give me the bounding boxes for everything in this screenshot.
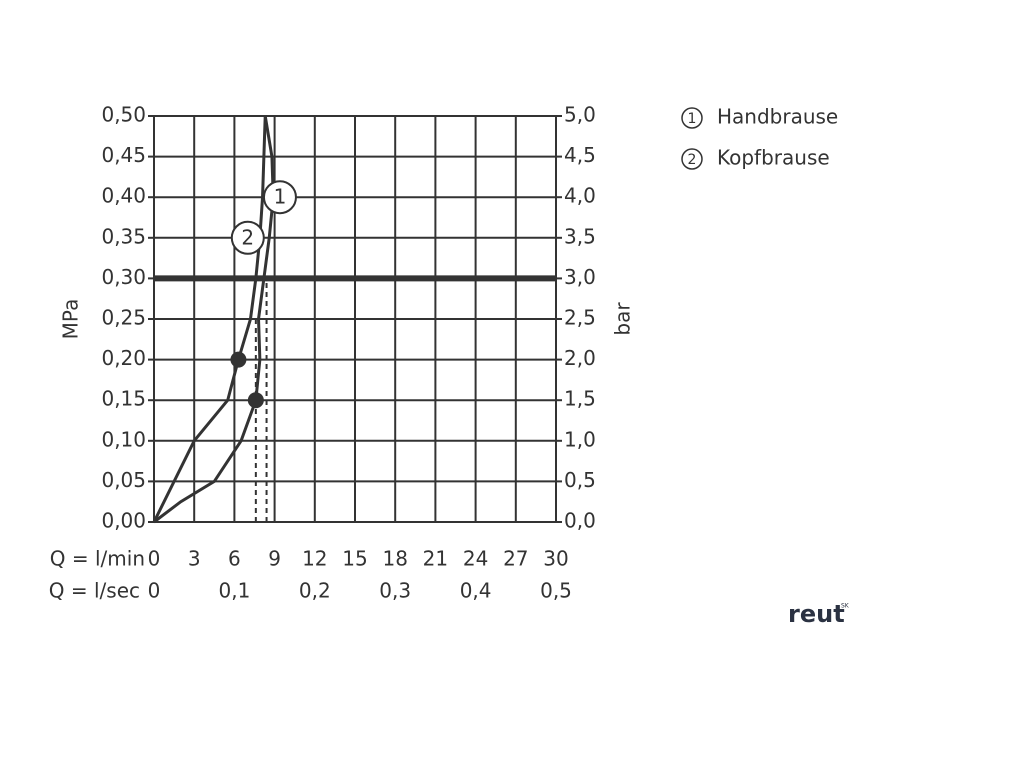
y-tick-label: 0,00 [101,509,146,533]
x-tick-label: 21 [423,547,448,571]
logo: reut [788,600,845,628]
x-tick-label: 27 [503,547,528,571]
y2-tick-label: 4,0 [564,184,596,208]
x-axis-title: Q = l/min [50,547,145,571]
series-line [152,115,267,523]
logo-sup: SK [841,603,850,610]
x-tick-label: 18 [382,547,407,571]
x-tick-label: 3 [188,547,201,571]
y-tick-label: 0,30 [101,265,146,289]
y-tick-label: 0,40 [101,184,146,208]
y2-tick-label: 0,5 [564,468,596,492]
y-tick-label: 0,05 [101,468,146,492]
x2-tick-label: 0,5 [540,579,572,603]
plot-frame [153,115,557,523]
x2-tick-label: 0 [148,579,161,603]
y2-tick-label: 1,0 [564,427,596,451]
y2-tick-label: 4,5 [564,143,596,167]
series-label: 1 [274,185,287,209]
y2-tick-label: 0,0 [564,509,596,533]
y2-tick-label: 1,5 [564,387,596,411]
marker [247,392,264,409]
x-tick-label: 9 [268,547,281,571]
x-tick-label: 15 [342,547,367,571]
y-tick-label: 0,35 [101,224,146,248]
y-tick-label: 0,50 [101,103,146,127]
series-label: 2 [241,225,254,249]
y2-tick-label: 5,0 [564,103,596,127]
y2-tick-label: 2,0 [564,346,596,370]
legend-entry: Handbrause [717,105,838,129]
x-tick-label: 6 [228,547,241,571]
legend-number: 2 [688,152,697,168]
x-tick-label: 24 [463,547,488,571]
legend-circle [681,107,703,129]
y-tick-label: 0,15 [101,387,146,411]
y2-tick-label: 2,5 [564,306,596,330]
y2-tick-label: 3,0 [564,265,596,289]
x2-tick-label: 0,3 [379,579,411,603]
y-tick-label: 0,45 [101,143,146,167]
legend-entry: Kopfbrause [717,146,830,170]
x-tick-label: 30 [543,547,568,571]
y2-tick-label: 3,5 [564,224,596,248]
x2-axis-title: Q = l/sec [49,579,140,603]
y-tick-label: 0,20 [101,346,146,370]
x-tick-label: 0 [148,547,161,571]
x2-tick-label: 0,1 [218,579,250,603]
y-tick-label: 0,10 [101,427,146,451]
x2-tick-label: 0,2 [299,579,331,603]
y2-axis-title: bar [611,302,635,336]
y-axis-title: MPa [59,299,83,340]
marker [230,351,247,368]
x2-tick-label: 0,4 [460,579,492,603]
series-label-circle [230,220,265,255]
legend-circle [681,148,703,170]
legend-number: 1 [688,111,697,127]
y-tick-label: 0,25 [101,306,146,330]
x-tick-label: 12 [302,547,327,571]
